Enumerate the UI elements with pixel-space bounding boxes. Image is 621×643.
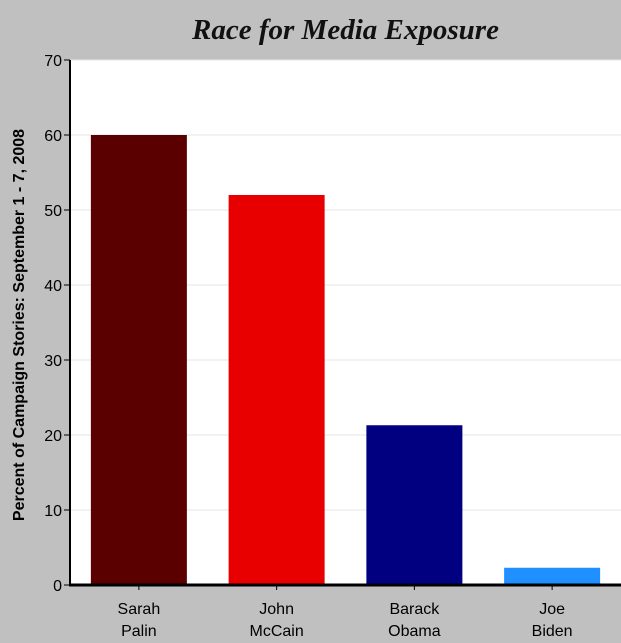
y-tick-label: 70: [44, 53, 62, 70]
y-tick-label: 20: [44, 428, 62, 445]
bar-2: [366, 425, 463, 585]
y-tick-label: 0: [53, 578, 62, 595]
bar-3: [504, 567, 601, 585]
bar-0: [90, 135, 187, 585]
y-tick-label: 40: [44, 278, 62, 295]
y-tick-label: 60: [44, 128, 62, 145]
x-tick-label: Barack Obama: [388, 601, 441, 640]
x-tick-label: Joe Biden: [532, 601, 573, 640]
x-tick-label: John McCain: [250, 601, 304, 640]
y-tick-label: 50: [44, 203, 62, 220]
chart-title: Race for Media Exposure: [192, 13, 499, 46]
x-tick-label: Sarah Palin: [118, 601, 161, 640]
y-tick-label: 10: [44, 503, 62, 520]
y-axis-label: Percent of Campaign Stories: September 1…: [11, 128, 28, 522]
bar-1: [228, 195, 325, 585]
y-tick-label: 30: [44, 353, 62, 370]
